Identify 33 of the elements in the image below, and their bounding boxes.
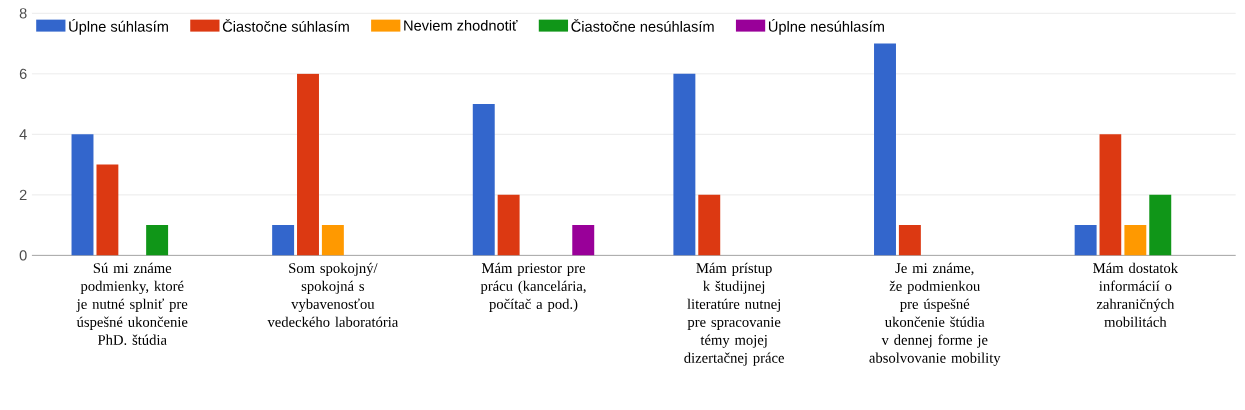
y-tick-label: 4 bbox=[19, 129, 27, 140]
bar bbox=[146, 225, 169, 256]
bar bbox=[1149, 195, 1172, 256]
x-tick-label: Mám prístup k študijnej literatúre nutnej pre spracovanie témy mojej dizertačnej práce bbox=[684, 262, 784, 366]
bar bbox=[472, 104, 495, 256]
x-tick-label: Je mi známe, že podmienkou pre úspešné ukončenie štúdia v dennej forme je absolvovanie mobility bbox=[869, 262, 1001, 366]
bar bbox=[1074, 225, 1097, 256]
bar bbox=[497, 195, 520, 256]
legend-label: Čiastočne nesúhlasím bbox=[571, 19, 714, 32]
y-tick-label: 2 bbox=[19, 189, 27, 201]
bar bbox=[1124, 225, 1147, 256]
x-tick-label: Sú mi známe podmienky, ktoré je nutné splniť pre úspešné ukončenie PhD. štúdia bbox=[76, 262, 188, 346]
bar bbox=[1099, 134, 1122, 256]
bar bbox=[874, 43, 896, 256]
bar bbox=[572, 225, 595, 256]
bar bbox=[272, 225, 295, 256]
x-tick-label: Mám dostatok informácií o zahraničných mobilitách bbox=[1093, 262, 1179, 328]
bar bbox=[698, 195, 721, 256]
y-tick-label: 0 bbox=[19, 250, 27, 261]
bar bbox=[297, 73, 319, 256]
x-tick-label: Mám priestor pre prácu (kancelária, počítač a pod.) bbox=[480, 262, 586, 313]
x-tick-label: Som spokojný/ spokojná s vybavenosťou vedeckého laboratória bbox=[267, 262, 399, 328]
bar bbox=[96, 164, 119, 256]
bar bbox=[673, 73, 696, 256]
legend-label: Úplne súhlasím bbox=[69, 19, 168, 35]
legend-label: Úplne nesúhlasím bbox=[768, 19, 884, 35]
bar bbox=[898, 225, 921, 256]
y-tick-label: 6 bbox=[19, 68, 27, 80]
legend-label: Čiastočne súhlasím bbox=[222, 19, 349, 32]
bar bbox=[71, 134, 94, 256]
legend-label: Neviem zhodnotiť bbox=[404, 20, 518, 31]
bar bbox=[321, 225, 344, 256]
y-tick-label: 8 bbox=[19, 8, 27, 19]
